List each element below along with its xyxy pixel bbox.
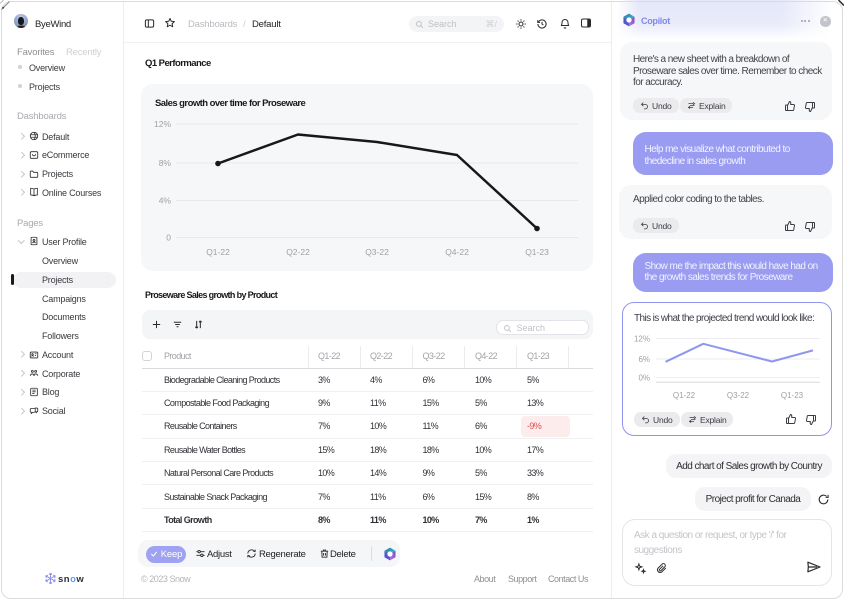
- svg-text:Q2-22: Q2-22: [286, 247, 310, 257]
- svg-text:Q4-22: Q4-22: [445, 247, 469, 257]
- svg-text:6%: 6%: [638, 355, 650, 364]
- svg-text:Q3-22: Q3-22: [365, 247, 389, 257]
- svg-text:8%: 8%: [159, 158, 172, 168]
- svg-text:0%: 0%: [638, 374, 650, 383]
- svg-text:Q1-23: Q1-23: [525, 247, 549, 257]
- svg-text:12%: 12%: [154, 119, 171, 129]
- svg-text:0: 0: [166, 233, 171, 243]
- svg-text:4%: 4%: [159, 196, 172, 206]
- svg-text:Q1-22: Q1-22: [673, 391, 696, 400]
- svg-text:Q3-22: Q3-22: [727, 391, 750, 400]
- svg-text:Q1-22: Q1-22: [206, 247, 230, 257]
- svg-text:Q1-23: Q1-23: [781, 391, 804, 400]
- svg-text:12%: 12%: [634, 335, 650, 344]
